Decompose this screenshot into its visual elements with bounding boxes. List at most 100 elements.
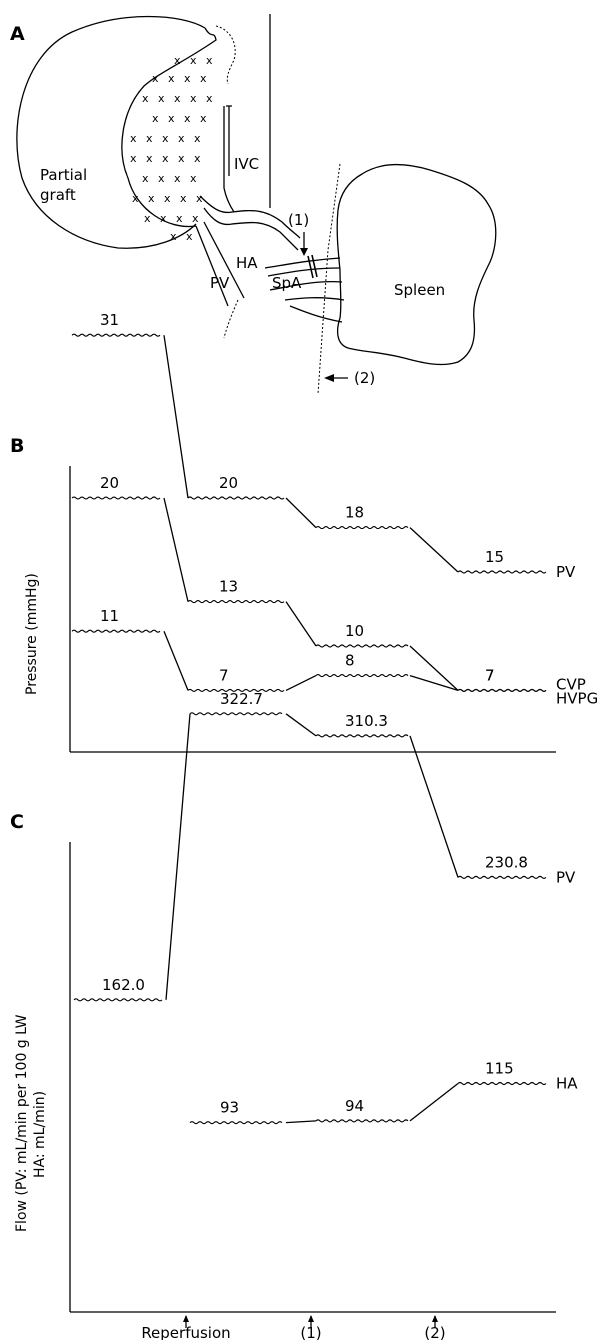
svg-text:x: x [168,72,175,85]
svg-text:x: x [174,172,181,185]
pv-transition-3 [409,735,459,878]
portal-vein-wall-right [203,221,245,299]
pv-value-label-2: 310.3 [345,712,388,730]
svg-text:x: x [200,72,207,85]
spa-label: SpA [272,274,302,292]
svg-text:x: x [168,112,175,125]
svg-text:x: x [160,212,167,225]
panel-c-y-label-line1: Flow (PV: mL/min per 100 g LW [14,1014,30,1232]
marker-2-label: (2) [354,369,375,387]
pv-value-label-1: 322.7 [220,690,263,708]
cvp-value-label-2: 10 [345,622,364,640]
svg-text:x: x [186,230,193,243]
svg-text:x: x [142,92,149,105]
graft-dotted-edge [215,25,236,85]
ha-level-1 [189,1121,283,1125]
ha-series-label: HA [556,1075,578,1093]
hvpg-value-label-3: 7 [485,666,495,684]
svg-text:x: x [142,172,149,185]
cvp-transition-1 [163,497,189,602]
cvp-value-label-3: 7 [485,666,495,684]
ivc-cut-edge [223,187,235,213]
svg-text:x: x [148,192,155,205]
hepatic-artery-lower [203,207,299,251]
svg-text:x: x [174,54,181,67]
svg-text:x: x [176,212,183,225]
ha-level-2 [315,1119,409,1123]
ha-label: HA [236,254,258,272]
panel-c-letter: C [10,811,24,833]
panel-b-letter: B [10,435,24,457]
cvp-transition-2 [285,601,317,647]
svg-text:x: x [146,152,153,165]
svg-text:x: x [144,212,151,225]
panel-c: C Flow (PV: mL/min per 100 g LW HA: mL/m… [10,690,578,1340]
svg-text:x: x [190,92,197,105]
pv-level-2 [315,526,409,530]
marker-1-label: (1) [288,211,309,229]
marker-1-arrow-head [308,1315,314,1322]
cvp-level-2 [315,644,409,648]
ha-value-label-1: 93 [220,1099,239,1117]
pv-series-label: PV [556,868,576,886]
cvp-transition-3 [409,645,459,691]
reperfusion-arrow-head [183,1315,189,1322]
pv-level-1 [187,496,285,500]
ligation-mark [307,254,318,279]
hvpg-transition-1 [163,630,189,691]
panel-a-letter: A [10,23,25,45]
pv-level-0 [71,333,161,337]
svg-text:x: x [180,192,187,205]
spleen-outline [336,163,497,366]
ha-transition-3 [409,1082,459,1122]
partial-graft-outline [16,15,206,249]
pv-transition-1 [163,335,189,499]
hvpg-transition-2 [285,675,317,691]
pv-value-label-3: 230.8 [485,853,528,871]
pv-label: PV [210,274,230,292]
svg-text:x: x [164,192,171,205]
pv-value-label-3: 15 [485,548,504,566]
svg-text:x: x [152,72,159,85]
pv-value-label-0: 31 [100,311,119,329]
hepatic-vein-stump [223,105,232,188]
pv-transition-1 [165,713,191,1000]
svg-text:x: x [152,112,159,125]
graft-transection-plane [121,27,217,228]
svg-text:x: x [206,92,213,105]
cvp-value-label-0: 20 [100,474,119,492]
svg-text:x: x [130,132,137,145]
panel-b: B Pressure (mmHg) 31 20 18 15 PV 20 13 10 7 CVP 11… [10,311,598,753]
splenic-artery-branch-1 [264,257,341,269]
svg-text:x: x [132,192,139,205]
svg-text:x: x [194,132,201,145]
pv-value-label-1: 20 [219,474,238,492]
svg-text:x: x [194,152,201,165]
graft-lower-dotted-edge [223,299,239,339]
x-marker-2: (2) [424,1324,445,1340]
svg-text:x: x [192,212,199,225]
ha-value-label-2: 94 [345,1097,364,1115]
svg-text:x: x [184,72,191,85]
spleen-label: Spleen [394,281,445,299]
x-marker-reperfusion: Reperfusion [141,1324,230,1340]
cvp-level-1 [187,600,285,604]
svg-text:x: x [130,152,137,165]
hvpg-series-label: HVPG [556,689,598,707]
pv-level-3 [457,875,547,879]
svg-text:x: x [190,54,197,67]
pv-value-label-0: 162.0 [102,976,145,994]
hvpg-value-label-0: 11 [100,607,119,625]
svg-text:x: x [178,132,185,145]
pv-level-0 [73,998,163,1002]
x-marker-1: (1) [300,1324,321,1340]
splenic-artery-branch-4 [284,297,345,301]
hvpg-level-3 [457,688,547,692]
svg-text:x: x [158,92,165,105]
cvp-level-0 [71,496,161,500]
splenic-artery-branch-5 [289,305,343,323]
svg-text:x: x [162,132,169,145]
